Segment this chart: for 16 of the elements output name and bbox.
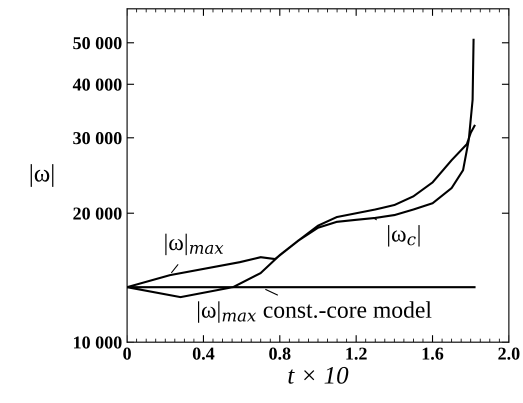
x-tick-label: 0.4 (192, 348, 214, 360)
y-tick-label: 50 000 (73, 37, 122, 50)
y-tick-label: 10 000 (74, 336, 122, 349)
y-tick-label: 40 000 (72, 78, 122, 91)
y-tick-label: 30 000 (73, 132, 122, 144)
x-tick-label: 0.8 (269, 348, 290, 360)
y-axis-title: |ω| (30, 164, 54, 187)
x-axis-title: t × 10 (288, 366, 348, 384)
annotation: |ω|$_{max}$ const.-core model (198, 301, 432, 323)
x-tick-label: 2.0 (498, 348, 520, 360)
annotation: |ω$_{c}$| (388, 225, 420, 247)
y-tick-label: 20 000 (73, 207, 122, 220)
x-tick-label: 1.2 (346, 348, 367, 360)
x-tick-label: 0 (123, 348, 131, 360)
annotation: |ω|$_{max}$ (165, 234, 224, 256)
x-tick-label: 1.6 (422, 348, 444, 360)
